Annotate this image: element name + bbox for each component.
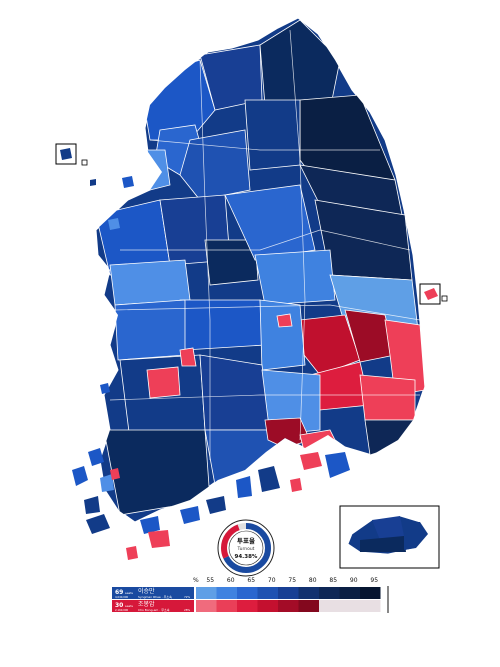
legend-cho-name-en: Cho Bong-am · 무소속 [138,607,170,612]
district-gyeongbuk-west [254,249,336,306]
island [88,448,104,466]
legend-swatch [216,600,237,612]
island [72,466,88,486]
legend-cho-badge [112,600,194,612]
legend-swatch [339,600,360,612]
legend-swatch [237,587,258,599]
legend-swatch [319,600,340,612]
legend-tick-label: 75 [288,577,296,584]
legend-swatch [360,587,381,599]
island [100,383,110,394]
district-chungnam-south [109,259,191,306]
legend-tick-label: 55 [206,577,214,584]
turnout-donut: 투표율 Turnout 94.38% [217,519,275,577]
legend-rhee-note: 72% [184,595,191,599]
district-gangwon-west [244,99,301,171]
legend-rhee-votes: 4,040,000 [115,595,129,599]
turnout-donut-inner [228,530,264,566]
inset-ulleung-island [419,283,448,305]
island [300,452,322,470]
island [258,466,280,492]
legend-swatch [196,587,217,599]
legend-cho-name: 조봉암 [138,600,155,608]
legend-tick-label: 85 [329,577,337,584]
turnout-title: 투표율 [237,536,255,545]
district-gyeongnam-east [359,374,416,421]
legend-swatch [298,587,319,599]
district-daejeon [204,239,259,286]
legend-tick-label: 80 [309,577,317,584]
island [126,546,138,560]
island [148,530,170,548]
island [236,476,252,498]
inset-jeju [339,505,440,569]
island [180,506,200,524]
legend-tick-label: 95 [370,577,378,584]
legend-tick-label: 70 [268,577,276,584]
legend-rhee-seats-suffix: seats [125,591,133,595]
legend-swatch [216,587,237,599]
legend-cho-seats: 30 [115,602,123,609]
district-chungju [276,313,293,328]
legend-swatch [339,587,360,599]
district-gyeongnam-west [261,369,321,436]
turnout-subtitle: Turnout [237,546,255,552]
legend-percent-symbol: % [193,577,199,584]
inset-northwest-island [55,143,88,166]
island [140,516,160,534]
district-jeonbuk-east [259,299,306,371]
island [325,452,350,478]
legend-rhee-name: 이승만 [138,587,155,595]
district-gangwon-north [259,19,341,111]
legend-swatch [257,600,278,612]
legend-rhee-name-en: Syngman Rhee · 무소속 [138,594,172,599]
island [84,496,100,514]
legend: % 55 60 65 70 75 80 85 90 95 69 seats 4,040,000 … [112,577,389,613]
legend-rhee-seats: 69 [115,589,123,596]
southwest-islands [72,448,350,560]
legend-swatch [278,600,299,612]
turnout-donut-rhee-arc [221,523,271,573]
legend-swatch [319,587,340,599]
district-incheon [144,149,171,191]
island [108,218,120,230]
island [86,514,110,534]
district-busan [364,419,416,456]
turnout-donut-cho-arc [221,523,271,573]
turnout-value: 94.38% [235,554,258,560]
legend-cho-note: 28% [184,608,191,612]
legend-cho-votes: 2,160,000 [115,608,129,612]
legend-swatch [257,587,278,599]
legend-rhee-badge [112,587,194,599]
island [90,179,96,186]
island [110,468,120,480]
district-jeonnam-south [103,429,211,516]
turnout-donut-outer [217,519,275,577]
legend-cho-seats-suffix: seats [125,604,133,608]
legend-tick-label: 60 [227,577,235,584]
district-jeonju [179,347,197,367]
legend-swatch [278,587,299,599]
district-gwangju [146,366,181,399]
legend-swatch [298,600,319,612]
island [122,176,134,188]
legend-swatch [196,600,217,612]
island [100,474,114,492]
district-chungbuk [224,184,316,261]
legend-swatch [360,600,381,612]
legend-swatch [237,600,258,612]
district-jinju [264,417,311,449]
island [206,496,226,514]
legend-tick-label: 90 [350,577,358,584]
island [290,478,302,492]
legend-tick-label: 65 [247,577,255,584]
district-jeonnam-east [199,354,271,431]
